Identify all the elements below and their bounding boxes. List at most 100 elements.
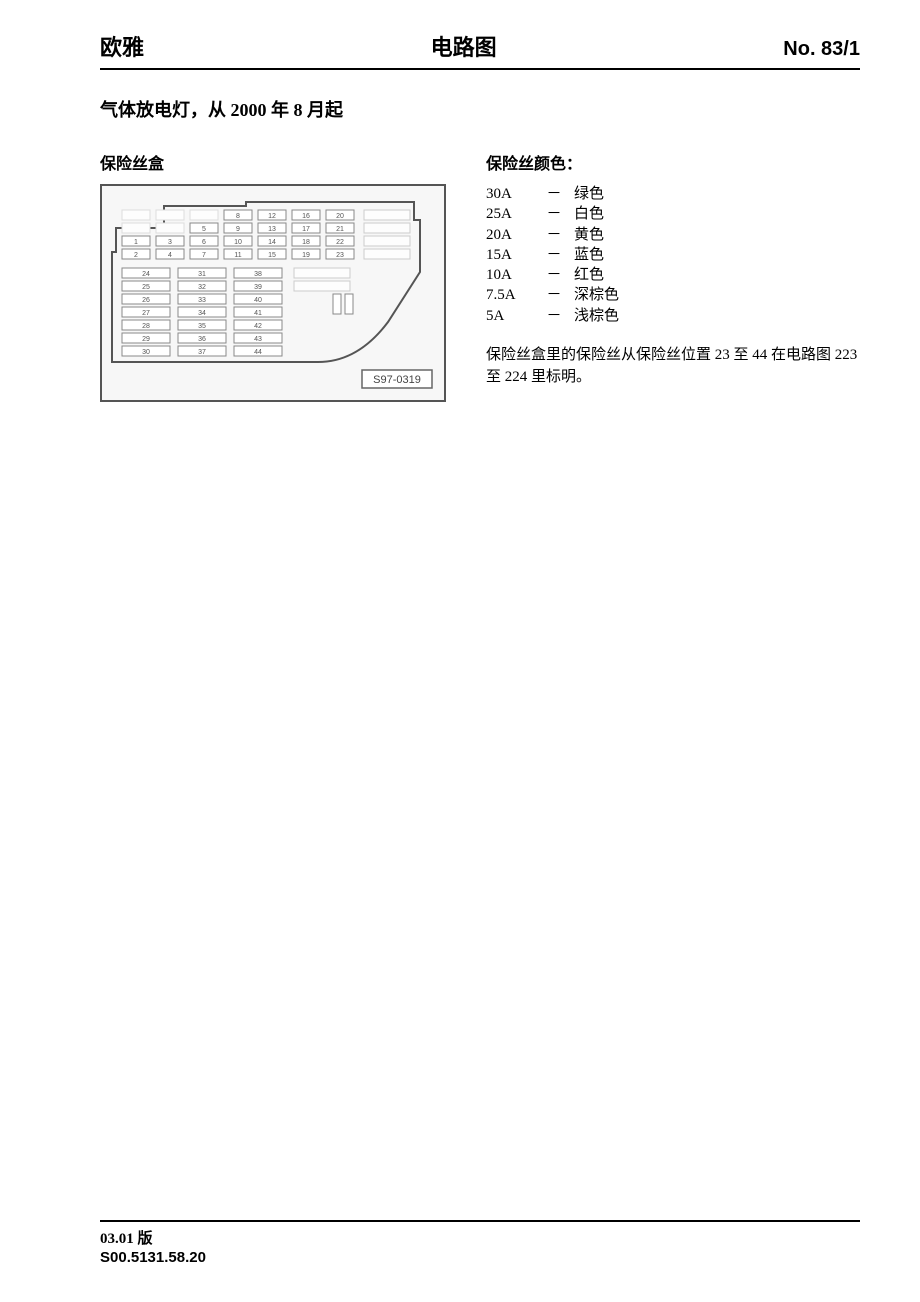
fuse-cell-label: 21 (336, 226, 344, 233)
fuse-cell-label: 1 (134, 239, 138, 246)
page-subtitle: 气体放电灯，从 2000 年 8 月起 (100, 96, 860, 122)
fusebox-empty-slot (294, 281, 350, 291)
fusebox-title: 保险丝盒 (100, 150, 446, 174)
fuse-cell-label: 26 (142, 297, 150, 304)
fuse-cell-label: 15 (268, 252, 276, 259)
fuse-cell-label: 23 (336, 252, 344, 259)
fuse-color-row: 7.5A－深棕色 (486, 285, 860, 305)
fuse-color-name: 浅棕色 (574, 306, 860, 326)
fuse-cell-label: 18 (302, 239, 310, 246)
fuse-dash: － (534, 245, 574, 265)
fuse-amp: 10A (486, 265, 534, 285)
fuse-colors-title: 保险丝颜色： (486, 150, 860, 174)
fuse-cell-label: 16 (302, 213, 310, 220)
fuse-cell-label: 10 (234, 239, 242, 246)
fusebox-empty-slot (364, 249, 410, 259)
fuse-cell (122, 223, 150, 233)
fuse-amp: 30A (486, 184, 534, 204)
fuse-cell-label: 31 (198, 271, 206, 278)
fuse-cell-label: 3 (168, 239, 172, 246)
right-column: 保险丝颜色： 30A－绿色25A－白色20A－黄色15A－蓝色10A－红色7.5… (486, 150, 860, 402)
fuse-cell-label: 17 (302, 226, 310, 233)
fuse-cell-label: 34 (198, 310, 206, 317)
fuse-cell-label: 42 (254, 323, 262, 330)
fusebox-top-grid: 8121620591317211361014182224711151923 (122, 210, 354, 259)
fuse-cell (122, 210, 150, 220)
fuse-color-row: 10A－红色 (486, 265, 860, 285)
header-page-number: No. 83/1 (783, 38, 860, 61)
fuse-color-row: 15A－蓝色 (486, 245, 860, 265)
footer-version: 03.01 版 (100, 1230, 206, 1250)
fuse-color-table: 30A－绿色25A－白色20A－黄色15A－蓝色10A－红色7.5A－深棕色5A… (486, 184, 860, 326)
fuse-dash: － (534, 285, 574, 305)
fusebox-svg: 8121620591317211361014182224711151923 24… (108, 192, 438, 394)
fuse-cell-label: 32 (198, 284, 206, 291)
fuse-color-row: 30A－绿色 (486, 184, 860, 204)
fuse-cell-label: 35 (198, 323, 206, 330)
fuse-cell-label: 44 (254, 349, 262, 356)
fusebox-slot (333, 294, 341, 314)
fuse-note: 保险丝盒里的保险丝从保险丝位置 23 至 44 在电路图 223 至 224 里… (486, 344, 860, 389)
fuse-cell (156, 223, 184, 233)
fuse-cell-label: 27 (142, 310, 150, 317)
fuse-color-name: 深棕色 (574, 285, 860, 305)
fuse-amp: 15A (486, 245, 534, 265)
fuse-color-row: 5A－浅棕色 (486, 306, 860, 326)
fusebox-slot (345, 294, 353, 314)
fuse-cell-label: 8 (236, 213, 240, 220)
header-center: 电路图 (431, 30, 497, 62)
fuse-cell-label: 38 (254, 271, 262, 278)
fusebox-empty-slot (364, 210, 410, 220)
fuse-cell-label: 43 (254, 336, 262, 343)
fuse-cell-label: 33 (198, 297, 206, 304)
fuse-dash: － (534, 225, 574, 245)
fusebox-empty-slot (364, 223, 410, 233)
diagram-label: S97-0319 (373, 374, 421, 386)
fuse-cell-label: 40 (254, 297, 262, 304)
fuse-color-name: 黄色 (574, 225, 860, 245)
fuse-dash: － (534, 204, 574, 224)
header-left: 欧雅 (100, 30, 144, 62)
fuse-cell-label: 37 (198, 349, 206, 356)
fuse-cell-label: 24 (142, 271, 150, 278)
page-footer: 03.01 版 S00.5131.58.20 (100, 1230, 206, 1267)
fuse-cell-label: 20 (336, 213, 344, 220)
fuse-dash: － (534, 184, 574, 204)
page: 欧雅 电路图 No. 83/1 气体放电灯，从 2000 年 8 月起 保险丝盒… (0, 0, 920, 1302)
fuse-amp: 7.5A (486, 285, 534, 305)
fuse-amp: 20A (486, 225, 534, 245)
fuse-cell-label: 7 (202, 252, 206, 259)
fuse-cell-label: 41 (254, 310, 262, 317)
fuse-color-name: 红色 (574, 265, 860, 285)
fuse-cell (190, 210, 218, 220)
footer-docnum: S00.5131.58.20 (100, 1249, 206, 1266)
fuse-dash: － (534, 306, 574, 326)
fusebox-diagram: 8121620591317211361014182224711151923 24… (100, 184, 446, 402)
fuse-cell-label: 19 (302, 252, 310, 259)
fuse-cell-label: 30 (142, 349, 150, 356)
fuse-cell-label: 4 (168, 252, 172, 259)
fuse-cell-label: 11 (234, 252, 241, 259)
footer-rule (100, 1220, 860, 1222)
fuse-cell-label: 22 (336, 239, 344, 246)
fuse-cell (156, 210, 184, 220)
left-column: 保险丝盒 81216205913172113610141822247111519… (100, 150, 446, 402)
fuse-cell-label: 13 (268, 226, 276, 233)
content-columns: 保险丝盒 81216205913172113610141822247111519… (100, 150, 860, 402)
fuse-cell-label: 14 (268, 239, 276, 246)
fuse-color-name: 绿色 (574, 184, 860, 204)
fuse-amp: 5A (486, 306, 534, 326)
fuse-color-name: 白色 (574, 204, 860, 224)
fuse-cell-label: 29 (142, 336, 150, 343)
fusebox-empty-slot (364, 236, 410, 246)
fuse-color-row: 20A－黄色 (486, 225, 860, 245)
fuse-cell-label: 2 (134, 252, 138, 259)
fuse-color-row: 25A－白色 (486, 204, 860, 224)
fuse-cell-label: 25 (142, 284, 150, 291)
fuse-cell-label: 5 (202, 226, 206, 233)
fuse-cell-label: 36 (198, 336, 206, 343)
fusebox-bottom-grid: 2431382532392633402734412835422936433037… (122, 268, 282, 356)
fusebox-empty-slot (294, 268, 350, 278)
fuse-cell-label: 39 (254, 284, 262, 291)
fuse-cell-label: 6 (202, 239, 206, 246)
